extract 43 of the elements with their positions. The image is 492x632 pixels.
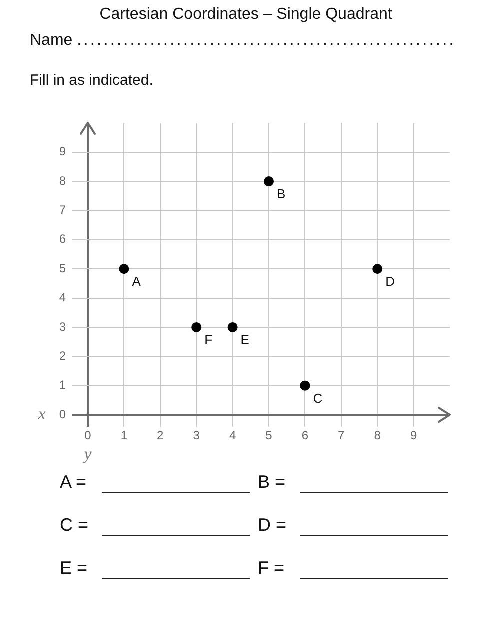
x-tick-label: 4 (229, 428, 236, 443)
text: A = (60, 472, 87, 493)
text: E = (60, 558, 88, 579)
y-tick-label: 9 (59, 144, 66, 159)
x-tick-label: 6 (302, 428, 309, 443)
annotation: F (204, 332, 213, 348)
y-axis-title: x (37, 404, 46, 424)
chart-title: Cartesian Coordinates – Single Quadrant (98, 6, 394, 24)
x-tick-label: 0 (84, 428, 92, 443)
y-tick-label: 3 (59, 320, 66, 334)
text: F = (258, 558, 285, 579)
x-tick-label: 7 (338, 428, 346, 443)
point (300, 380, 310, 391)
x-tick-label: 9 (410, 428, 418, 443)
point (119, 264, 130, 274)
annotation: D (386, 274, 395, 290)
annotation: C (313, 390, 323, 406)
point (264, 176, 274, 187)
point (372, 264, 383, 274)
annotation: B (277, 186, 286, 202)
y-tick-label: 7 (59, 203, 66, 218)
text: Fill in as indicated. (30, 72, 154, 89)
x-axis-title: y (82, 444, 92, 464)
x-tick-label: 1 (120, 428, 128, 443)
y-tick-label: 4 (59, 290, 66, 305)
y-tick-label: 6 (59, 232, 66, 246)
text: D = (258, 515, 287, 536)
y-tick-label: 0 (59, 407, 66, 422)
y-tick-label: 5 (59, 261, 66, 276)
point (192, 322, 202, 332)
annotation: E (240, 332, 250, 348)
x-tick-label: 8 (374, 428, 382, 443)
text: C = (60, 515, 89, 536)
chart-subtitle: Name ......................................................... (30, 32, 456, 50)
x-tick-label: 5 (266, 428, 273, 443)
point (228, 322, 238, 332)
annotation: A (132, 274, 142, 290)
y-tick-label: 2 (59, 348, 66, 363)
text: B = (258, 472, 286, 493)
x-tick-label: 2 (157, 428, 164, 443)
y-tick-label: 8 (59, 174, 66, 188)
x-tick-label: 3 (193, 428, 200, 443)
y-tick-label: 1 (59, 378, 66, 392)
